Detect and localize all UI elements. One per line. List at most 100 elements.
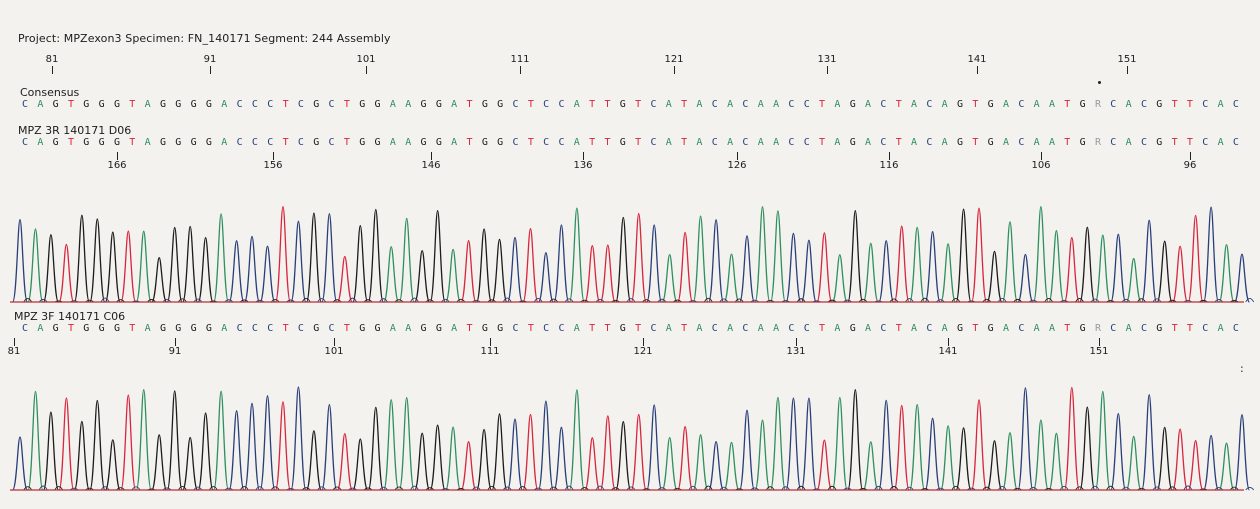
reverse-read-peak [290, 220, 307, 303]
forward-read-base: C [543, 323, 550, 334]
reverse-read-noise-peak [162, 298, 172, 303]
consensus-base: G [190, 99, 197, 110]
forward-read-noise-peak [781, 486, 791, 491]
forward-read-peak [352, 438, 369, 491]
forward-read-peak [1048, 432, 1065, 491]
consensus-tick-label: 131 [817, 54, 837, 65]
forward-read-base: A [1217, 323, 1224, 334]
forward-read-base: A [1033, 323, 1040, 334]
forward-read-peak [940, 425, 957, 491]
forward-read-tick-label: 141 [938, 346, 958, 357]
forward-read-peak [1233, 414, 1251, 491]
reverse-read-base: A [834, 137, 841, 148]
reverse-read-peak [568, 207, 585, 303]
forward-read-peak [367, 406, 384, 491]
reverse-read-noise-peak [905, 298, 914, 303]
consensus-base: C [512, 99, 519, 110]
forward-read-peak [151, 434, 168, 491]
forward-read-noise-peak [951, 485, 961, 491]
reverse-read-peak [1017, 253, 1034, 303]
forward-read-noise-peak [116, 487, 125, 491]
consensus-base: C [1018, 99, 1025, 110]
forward-read-noise-peak [611, 487, 620, 491]
forward-read-noise-peak [827, 485, 837, 491]
forward-read-base: C [236, 323, 243, 334]
consensus-base: G [359, 99, 366, 110]
consensus-base: G [957, 99, 964, 110]
consensus-base: C [788, 99, 795, 110]
consensus-base: A [1002, 99, 1010, 110]
reverse-read-base: A [37, 137, 44, 148]
forward-read-noise-peak [1059, 485, 1069, 491]
reverse-read-peak [1094, 234, 1111, 303]
reverse-read-base: C [328, 137, 335, 148]
reverse-read-peak [367, 208, 384, 303]
reverse-read-peak [692, 215, 709, 303]
forward-read-noise-peak [765, 486, 775, 491]
reverse-read-peak [831, 254, 848, 303]
forward-read-tick: 121 [623, 338, 663, 358]
reverse-read-base: A [405, 137, 412, 148]
reverse-read-base: C [880, 137, 887, 148]
forward-read-base: C [21, 323, 29, 334]
consensus-base: C [267, 99, 274, 110]
forward-read-noise-peak [1075, 486, 1084, 491]
forward-read-peak [553, 426, 570, 491]
forward-read-base: A [665, 323, 672, 334]
reverse-read-base: C [926, 137, 933, 148]
reverse-read-peak [274, 206, 292, 303]
consensus-base: T [681, 99, 688, 110]
reverse-read-tick-mark [272, 152, 274, 160]
reverse-read-peak [506, 236, 524, 303]
reverse-read-noise-peak [363, 299, 373, 303]
consensus-tick-mark [1126, 66, 1128, 74]
reverse-read-noise-peak [100, 297, 110, 303]
consensus-base: G [113, 99, 120, 110]
reverse-read-peak [986, 250, 1003, 303]
forward-read-tick-mark [333, 338, 335, 346]
forward-read-peak [584, 437, 601, 491]
consensus-base: C [1202, 99, 1209, 110]
reverse-read-trace [10, 206, 1255, 303]
reverse-read-base: C [21, 137, 29, 148]
forward-read-base: G [83, 323, 90, 334]
reverse-read-noise-peak [425, 299, 435, 303]
reverse-read-noise-peak [657, 298, 667, 303]
consensus-tick: 111 [500, 54, 540, 74]
consensus-base: A [405, 99, 412, 110]
consensus-tick-label: 141 [967, 54, 987, 65]
reverse-read-peak [940, 243, 957, 303]
reverse-read-peak [445, 248, 462, 303]
reverse-read-base: G [1079, 137, 1086, 148]
forward-read-peak [445, 426, 462, 491]
forward-read-peak [274, 401, 292, 491]
reverse-read-tick-mark [736, 152, 738, 160]
forward-read-noise-peak [270, 486, 280, 491]
reverse-read-base: C [1202, 137, 1209, 148]
reverse-read-label: MPZ 3R 140171 D06 [18, 124, 132, 137]
reverse-read-peak [909, 226, 926, 303]
forward-read-peak [1125, 435, 1142, 491]
reverse-read-peak [1048, 230, 1065, 303]
consensus-base: T [282, 99, 289, 110]
consensus-base: G [420, 99, 427, 110]
forward-read-base: C [297, 323, 304, 334]
forward-read-base: T [604, 323, 611, 334]
consensus-base: T [67, 99, 74, 110]
forward-read-base: G [175, 323, 182, 334]
forward-read-tick-label: 131 [786, 346, 806, 357]
reverse-read-base: T [604, 137, 611, 148]
consensus-base: C [880, 99, 887, 110]
forward-read-base: A [865, 323, 872, 334]
reverse-read-base: T [527, 137, 534, 148]
forward-read-peak [847, 388, 864, 491]
consensus-base: G [83, 99, 90, 110]
reverse-read-tick-label: 136 [573, 160, 593, 171]
forward-read-noise-peak [1245, 487, 1255, 491]
reverse-read-noise-peak [270, 299, 280, 303]
forward-read-base: G [497, 323, 504, 334]
reverse-read-noise-peak [533, 298, 543, 303]
reverse-read-peak [321, 213, 338, 303]
reverse-read-peak [120, 230, 137, 303]
